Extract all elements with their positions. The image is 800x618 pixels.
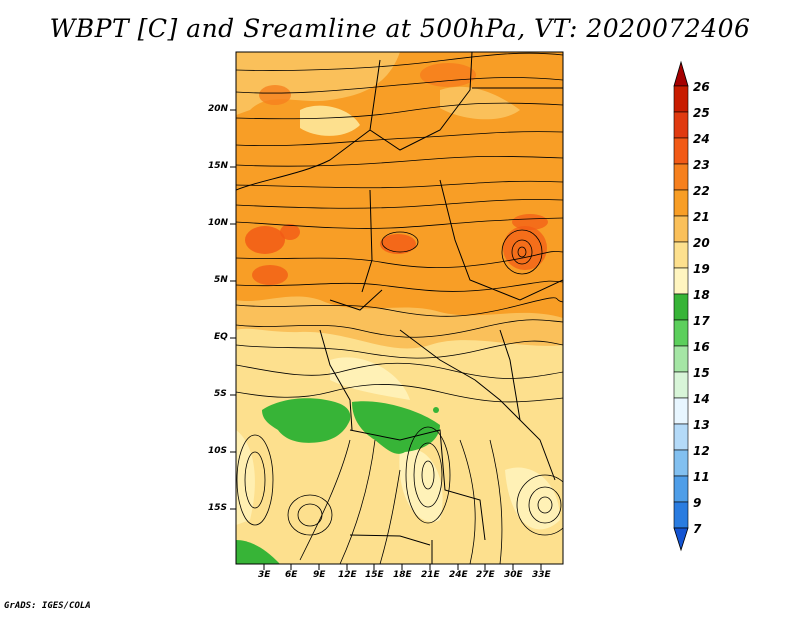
- colorbar-label: 14: [693, 392, 710, 406]
- colorbar-label: 13: [693, 418, 710, 432]
- wbpt-field-17: [262, 398, 351, 443]
- page-title: WBPT [C] and Sreamline at 500hPa, VT: 20…: [49, 14, 751, 43]
- lon-label: 9E: [313, 570, 326, 580]
- lon-label: 21E: [421, 570, 440, 580]
- colorbar-label: 21: [693, 210, 710, 224]
- wbpt-field-18: [505, 467, 560, 530]
- wbpt-field-18: [330, 357, 410, 400]
- colorbar-label: 12: [693, 444, 710, 458]
- wbpt-hotspot: [380, 234, 416, 254]
- colorbar-label: 17: [693, 314, 710, 328]
- colorbar-label: 24: [693, 132, 710, 146]
- colorbar-arrow-bottom: [673, 527, 689, 552]
- wbpt-field-17: [433, 407, 439, 413]
- colorbar-swatch: [673, 423, 689, 451]
- colorbar-swatch: [673, 371, 689, 399]
- colorbar-swatch: [673, 189, 689, 217]
- lon-label: 33E: [532, 570, 551, 580]
- colorbar-label: 19: [693, 262, 710, 276]
- colorbar-label: 26: [693, 80, 710, 94]
- colorbar-swatch: [673, 241, 689, 269]
- colorbar-swatch: [673, 163, 689, 191]
- wbpt-field-17: [352, 401, 440, 454]
- colorbar-label: 22: [693, 184, 710, 198]
- wbpt-hotspot: [259, 85, 291, 105]
- colorbar-swatch: [673, 215, 689, 243]
- lon-label: 3E: [258, 570, 271, 580]
- lon-ticks: [263, 564, 542, 570]
- wbpt-hotspot: [280, 224, 300, 240]
- colorbar-label: 25: [693, 106, 710, 120]
- map-frame: [235, 51, 564, 565]
- colorbar-swatch: [673, 501, 689, 529]
- lat-label: 5S: [214, 389, 227, 399]
- lat-label: 15S: [208, 503, 228, 513]
- lon-label: 6E: [285, 570, 298, 580]
- colorbar-label: 20: [693, 236, 710, 250]
- lon-label: 30E: [504, 570, 523, 580]
- colorbar-swatch: [673, 345, 689, 373]
- colorbar-label: 11: [693, 470, 710, 484]
- colorbar: [673, 60, 689, 552]
- colorbar-label: 16: [693, 340, 710, 354]
- colorbar-swatch: [673, 137, 689, 165]
- wbpt-field-19-north: [300, 105, 360, 136]
- colorbar-swatch: [673, 293, 689, 321]
- lon-label: 12E: [338, 570, 357, 580]
- colorbar-swatch: [673, 475, 689, 503]
- lat-ticks: [230, 109, 236, 510]
- lat-label: 10N: [208, 218, 229, 228]
- colorbar-swatch: [673, 111, 689, 139]
- lon-label: 18E: [393, 570, 412, 580]
- lon-label: 24E: [449, 570, 468, 580]
- lat-label: EQ: [214, 332, 228, 342]
- wbpt-hotspot: [252, 265, 288, 285]
- lat-label: 20N: [208, 104, 229, 114]
- lon-label: 15E: [365, 570, 384, 580]
- credit-text: GrADS: IGES/COLA: [4, 601, 91, 611]
- wbpt-field-20-ne: [440, 86, 520, 120]
- lon-label: 27E: [476, 570, 495, 580]
- wbpt-hotspot: [512, 214, 548, 230]
- colorbar-swatch: [673, 267, 689, 295]
- wbpt-hotspot: [420, 63, 476, 87]
- streamlines: [236, 52, 563, 564]
- colorbar-swatch: [673, 85, 689, 113]
- colorbar-label: 9: [693, 496, 702, 510]
- colorbar-swatch: [673, 449, 689, 477]
- colorbar-label: 23: [693, 158, 710, 172]
- lat-label: 5N: [214, 275, 228, 285]
- colorbar-label: 18: [693, 288, 710, 302]
- colorbar-label: 7: [693, 522, 702, 536]
- map-panel: [236, 52, 563, 564]
- colorbar-arrow-top: [673, 60, 689, 87]
- wbpt-hotspot: [245, 226, 285, 254]
- country-borders: [236, 52, 563, 564]
- lat-label: 15N: [208, 161, 229, 171]
- wbpt-field-17: [236, 540, 280, 564]
- colorbar-swatch: [673, 397, 689, 425]
- colorbar-label: 15: [693, 366, 710, 380]
- colorbar-swatch: [673, 319, 689, 347]
- lat-label: 10S: [208, 446, 228, 456]
